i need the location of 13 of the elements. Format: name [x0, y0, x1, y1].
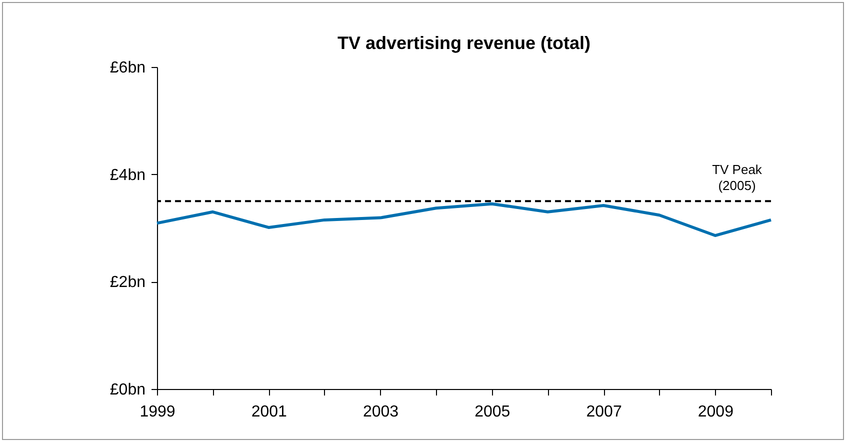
x-tick-label: 2003	[362, 404, 399, 420]
y-tick-label: £0bn	[110, 382, 146, 398]
chart-title: TV advertising revenue (total)	[337, 33, 591, 53]
line-series	[156, 202, 772, 238]
x-tick-label: 2007	[586, 404, 622, 420]
x-tick-label: 2005	[474, 404, 510, 420]
x-tick-label: 2001	[251, 404, 288, 420]
x-tick-label: 1999	[140, 404, 176, 420]
y-tick-label: £2bn	[110, 274, 146, 292]
y-tick-label: £4bn	[110, 166, 146, 184]
ref-line-label: TV Peak (2005)	[712, 162, 762, 194]
y-tick-label: £6bn	[110, 60, 146, 76]
x-tick-label: 2009	[698, 404, 734, 420]
